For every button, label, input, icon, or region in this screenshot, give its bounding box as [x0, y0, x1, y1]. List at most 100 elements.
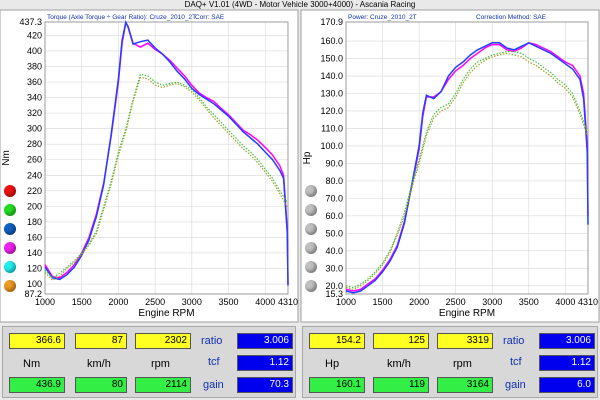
y-tick-label: 80.0: [325, 176, 343, 186]
speed-current-value: 87: [75, 333, 127, 349]
y-tick-label: 100.0: [320, 141, 343, 151]
trace-toggle-dot[interactable]: [305, 261, 317, 273]
trace-toggle-dot[interactable]: [4, 223, 16, 235]
y-tick-label: 90.0: [325, 158, 343, 168]
y-tick-label: 130.0: [320, 88, 343, 98]
y-tick-label: 320: [27, 108, 42, 118]
y-tick-label: 200: [27, 201, 42, 211]
trace-toggle-dot[interactable]: [4, 185, 16, 197]
series-line: [44, 19, 289, 286]
rpm-peak-value: 3164: [437, 377, 493, 393]
y-tick-label: 15.3: [325, 289, 343, 299]
torque-chart: Torque (Axle Torque ÷ Gear Ratio): Cruze…: [0, 9, 299, 323]
plot-area: [44, 21, 289, 295]
rpm-current-value: 2302: [135, 333, 191, 349]
chart-frame: [0, 9, 299, 323]
ratio-value: 3.006: [539, 333, 595, 349]
y-tick-label: 140.0: [320, 71, 343, 81]
y-tick-label: 380: [27, 62, 42, 72]
y-tick-label: 260: [27, 155, 42, 165]
y-tick-label: 420: [27, 30, 42, 40]
y-tick-label: 150.0: [320, 54, 343, 64]
chart-header-left: Power: Cruze_2010_2T: [348, 14, 417, 21]
x-tick-label: 1000: [336, 297, 356, 307]
speed-unit-label: km/h: [387, 358, 411, 370]
y-tick-label: 160.0: [320, 36, 343, 46]
series-line: [345, 41, 589, 294]
y-tick-label: 220: [27, 186, 42, 196]
x-tick-label: 2500: [145, 297, 165, 307]
x-tick-label: 4310: [278, 297, 298, 307]
trace-toggle-dot[interactable]: [305, 185, 317, 197]
speed-peak-value: 80: [75, 377, 127, 393]
x-tick-label: 1500: [373, 297, 393, 307]
y-tick-label: 50.0: [325, 228, 343, 238]
trace-toggle-dot[interactable]: [4, 204, 16, 216]
trace-toggle-dot[interactable]: [305, 204, 317, 216]
y-tick-label: 70.0: [325, 193, 343, 203]
x-tick-label: 1500: [72, 297, 92, 307]
speed-current-value: 125: [373, 333, 429, 349]
y-tick-label: 240: [27, 170, 42, 180]
x-tick-label: 1000: [35, 297, 55, 307]
y-tick-label: 437.3: [19, 17, 42, 27]
rpm-peak-value: 2114: [135, 377, 191, 393]
tcf-value: 1.12: [237, 355, 293, 371]
x-tick-label: 2000: [108, 297, 128, 307]
x-tick-label: 4000: [555, 297, 575, 307]
gain-label: gain: [505, 379, 526, 391]
rpm-current-value: 3319: [437, 333, 493, 349]
x-tick-label: 2000: [409, 297, 429, 307]
chart-header-right: Correction Method: SAE: [476, 14, 547, 21]
trace-toggle-dot[interactable]: [4, 261, 16, 273]
tcf-value: 1.12: [539, 355, 595, 371]
gain-value: 70.3: [237, 377, 293, 393]
series-line: [345, 52, 588, 290]
x-axis-label: Engine RPM: [138, 308, 194, 319]
trace-toggle-dot[interactable]: [305, 223, 317, 235]
y-tick-label: 120: [27, 264, 42, 274]
power-chart: Power: Cruze_2010_2T Correction Method: S…: [300, 9, 600, 323]
torque-current-value: 366.6: [9, 333, 65, 349]
torque-readout-panel: 366.6 87 2302 Nm km/h rpm 436.9 80 2114 …: [2, 326, 296, 398]
y-tick-label: 100: [27, 279, 42, 289]
y-tick-label: 140: [27, 248, 42, 258]
trace-toggle-dot[interactable]: [4, 242, 16, 254]
x-tick-label: 3000: [182, 297, 202, 307]
trace-toggle-dot[interactable]: [4, 280, 16, 292]
chart-header-left: Torque (Axle Torque ÷ Gear Ratio): Cruze…: [47, 14, 196, 21]
y-tick-label: 30.0: [325, 263, 343, 273]
torque-unit-label: Nm: [23, 358, 41, 370]
y-tick-label: 180: [27, 217, 42, 227]
speed-peak-value: 119: [373, 377, 429, 393]
y-tick-label: 400: [27, 46, 42, 56]
y-tick-label: 120.0: [320, 106, 343, 116]
power-readout-panel: 154.2 125 3319 Hp km/h rpm 160.1 119 316…: [302, 326, 598, 398]
rpm-unit-label: rpm: [453, 358, 472, 370]
y-tick-label: 20.0: [325, 281, 343, 291]
power-peak-value: 160.1: [309, 377, 365, 393]
y-axis-label: Nm: [1, 150, 12, 166]
power-current-value: 154.2: [309, 333, 365, 349]
charts-canvas: Torque (Axle Torque ÷ Gear Ratio): Cruze…: [0, 9, 600, 323]
trace-toggle-dot[interactable]: [305, 280, 317, 292]
series-line: [345, 41, 589, 292]
ratio-label: ratio: [201, 335, 223, 347]
y-tick-label: 170.9: [320, 17, 343, 27]
x-tick-label: 3500: [219, 297, 239, 307]
window-title: DAQ+ V1.01 (4WD - Motor Vehicle 3000+400…: [184, 0, 416, 9]
y-tick-label: 40.0: [325, 246, 343, 256]
y-tick-label: 110.0: [321, 123, 343, 133]
speed-unit-label: km/h: [87, 358, 111, 370]
tcf-label: tcf: [510, 356, 522, 368]
y-tick-label: 360: [27, 77, 42, 87]
y-tick-label: 60.0: [325, 211, 343, 221]
series-line: [44, 73, 288, 279]
trace-toggle-dot[interactable]: [305, 242, 317, 254]
gain-value: 6.0: [539, 377, 595, 393]
torque-peak-value: 436.9: [9, 377, 65, 393]
x-tick-label: 4000: [255, 297, 275, 307]
ratio-label: ratio: [503, 335, 525, 347]
ratio-value: 3.006: [237, 333, 293, 349]
power-unit-label: Hp: [325, 358, 340, 370]
